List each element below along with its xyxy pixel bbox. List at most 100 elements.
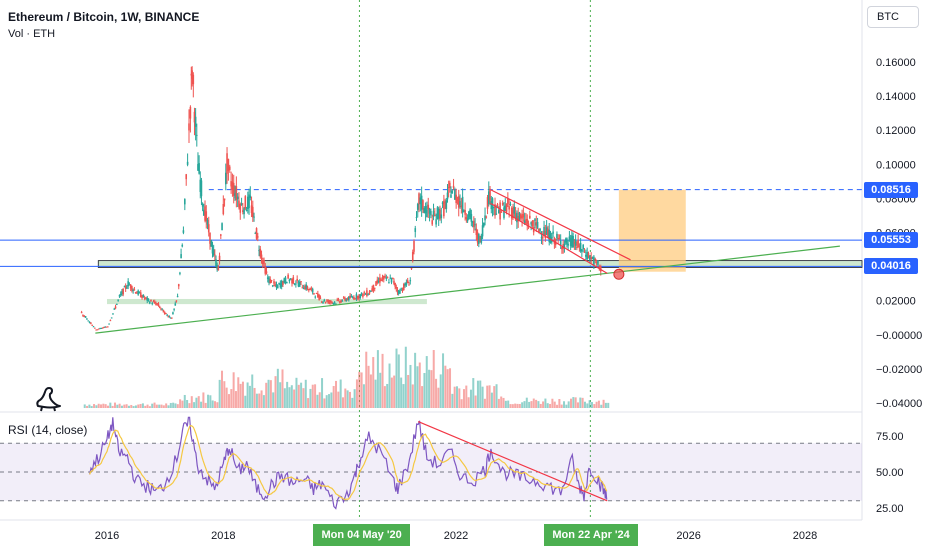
volume-bar [376,350,379,408]
volume-bar [227,394,230,408]
price-marker [613,268,625,280]
candle-body [519,214,522,219]
candle-body [124,285,127,290]
volume-bar [572,397,575,408]
volume-bar [304,379,307,408]
volume-bar [595,401,598,408]
volume-bar [456,386,458,408]
candle-body [517,215,519,222]
volume-bar [393,375,396,408]
volume-bar [202,392,205,408]
candle-body [195,134,198,136]
candle-body [189,106,192,119]
volume-bar [565,404,568,408]
price-axis-label: −0.02000 [876,364,922,376]
candle-body [291,278,293,284]
trendline [490,189,631,261]
candle-body [103,327,105,329]
candle-body [337,299,340,301]
candle-body [428,208,431,214]
candle-body [313,293,315,295]
volume-bar [458,388,461,408]
candle-body [119,293,122,295]
candle-body [133,289,136,291]
volume-bar [253,387,256,408]
volume-bar [148,406,151,408]
volume-bar [297,384,300,408]
volume-bar [120,405,123,408]
candle-body [464,209,466,215]
volume-bar [207,394,210,408]
candle-body [270,280,273,282]
candle-body [585,254,587,257]
volume-bar [197,396,200,408]
rsi-axis-label: 50.00 [876,467,904,479]
candle-body [226,153,228,174]
volume-bar [151,403,154,408]
time-axis-label: 2028 [793,530,817,542]
volume-bar [95,405,98,408]
candle-body [248,194,250,209]
candle-body [371,288,373,291]
candle-body [439,209,441,220]
candle-body [297,283,300,287]
volume-bar [323,398,326,408]
candle-body [423,208,426,213]
candle-body [373,287,376,289]
volume-bar [481,386,484,408]
candle-body [382,275,385,280]
volume-bar [537,401,540,408]
candle-body [283,278,286,283]
volume-bar [511,404,514,408]
volume-bar [134,405,137,408]
candle-body [475,228,478,236]
candle-body [202,209,205,216]
candle-body [82,315,84,317]
candle-body [142,294,145,298]
trendline [490,203,608,274]
tradingview-logo-icon [36,387,61,412]
volume-bar [462,389,465,408]
volume-bar [449,368,452,408]
rsi-band [0,443,862,501]
candle-body [260,254,263,259]
candle-body [368,291,371,294]
candle-body [122,288,124,295]
volume-bar [209,395,212,408]
candle-body [250,205,253,214]
volume-bar [195,397,198,408]
candle-body [450,194,452,198]
candle-body [483,223,485,227]
candle-body [552,231,554,234]
candle-body [177,284,180,287]
volume-bar [374,379,377,408]
candle-body [150,299,152,302]
volume-bar [188,403,191,408]
candle-body [268,277,270,283]
candle-body [273,281,275,284]
candle-body [227,158,230,171]
candle-body [399,290,401,294]
candle-body [121,291,123,294]
candle-body [360,292,363,295]
price-axis-label: −0.00000 [876,330,922,342]
volume-bar [307,398,310,408]
volume-bar [132,406,135,408]
candle-body [427,204,430,210]
candle-body [409,280,412,282]
candle-body [128,284,131,286]
candle-body [366,290,368,296]
candle-body [443,200,445,217]
candle-body [244,196,247,209]
volume-bar [160,404,163,408]
candle-body [333,302,336,304]
currency-button[interactable]: BTC [867,6,919,28]
volume-bar [444,365,447,408]
candle-body [224,172,227,185]
volume-bar [144,405,147,408]
volume-bar [176,404,179,408]
volume-bar [137,404,140,408]
candle-body [289,278,292,280]
candle-body [311,288,314,293]
